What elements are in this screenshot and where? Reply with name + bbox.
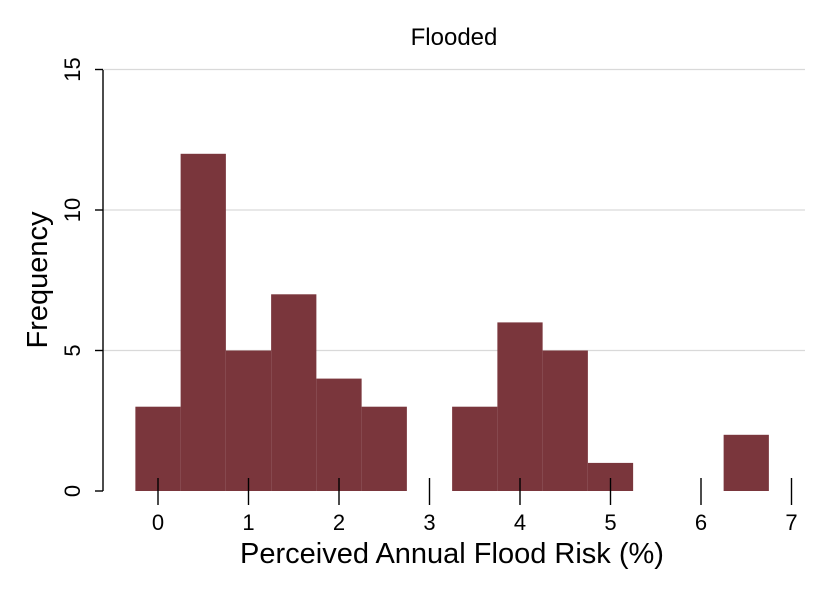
histogram-bar-8 <box>497 322 543 491</box>
y-ticks: 0 5 10 15 <box>60 57 103 497</box>
y-tick-label: 10 <box>60 198 85 222</box>
x-tick-label: 7 <box>785 510 797 535</box>
histogram-bar-2 <box>225 350 272 491</box>
histogram-bar-1 <box>180 153 226 492</box>
histogram-bars <box>135 153 769 492</box>
histogram-bar-9 <box>542 350 588 491</box>
y-axis-title: Frequency <box>22 211 54 349</box>
chart-title: Flooded <box>411 24 498 51</box>
x-tick-label: 1 <box>242 510 254 535</box>
y-tick-label: 15 <box>60 57 85 81</box>
y-tick-label: 0 <box>60 485 85 497</box>
x-tick-label: 4 <box>514 510 526 535</box>
histogram-bar-4 <box>316 378 362 491</box>
x-tick-label: 2 <box>333 510 345 535</box>
x-tick-label: 6 <box>695 510 707 535</box>
x-tick-label: 0 <box>152 510 164 535</box>
histogram-bar-13 <box>723 434 769 491</box>
y-tick-label: 5 <box>60 344 85 356</box>
x-axis-title: Perceived Annual Flood Risk (%) <box>240 538 664 570</box>
histogram-bar-0 <box>135 406 181 491</box>
x-tick-label: 5 <box>604 510 616 535</box>
x-ticks: 0 1 2 3 4 5 6 7 <box>152 478 798 535</box>
histogram-bar-3 <box>271 294 317 491</box>
histogram-bar-5 <box>361 406 407 491</box>
histogram-bar-7 <box>452 406 498 491</box>
x-tick-label: 3 <box>423 510 435 535</box>
